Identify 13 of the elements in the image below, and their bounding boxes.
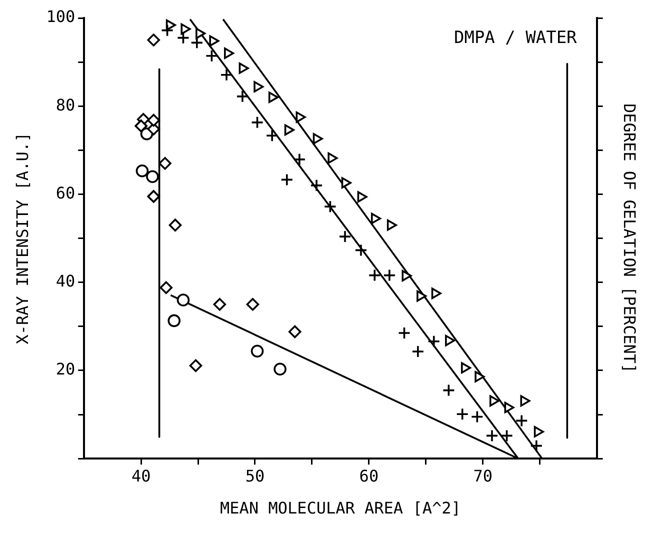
x-axis-title: MEAN MOLECULAR AREA [A^2] (220, 498, 461, 518)
y2-axis-title: DEGREE OF GELATION [PERCENT] (620, 103, 640, 374)
x-tick-label: 70 (473, 466, 492, 486)
annotation: DMPA / WATER (454, 28, 578, 48)
x-tick-label: 50 (245, 466, 265, 486)
y-tick-label: 100 (46, 7, 76, 26)
y-tick-label: 80 (56, 95, 76, 114)
x-tick-label: 40 (131, 466, 151, 486)
x-tick-label: 60 (359, 466, 379, 486)
y-tick-label: 60 (56, 183, 76, 202)
y-axis-title: X-RAY INTENSITY [A.U.] (12, 132, 32, 344)
y-tick-label: 40 (56, 272, 76, 291)
y-tick-label: 20 (56, 360, 76, 379)
